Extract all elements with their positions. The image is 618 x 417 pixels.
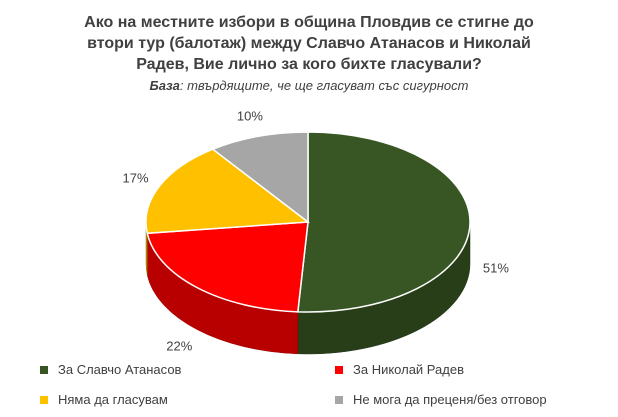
pie-top (145, 131, 471, 313)
subtitle-text: : твърдящите, че ще гласуват със сигурно… (179, 78, 469, 93)
pie-slice-atanasov (296, 131, 471, 313)
data-label-atanasov: 51% (483, 261, 509, 276)
chart-title: Ако на местните избори в община Пловдив … (0, 12, 618, 75)
pie-slice-no-vote (145, 148, 311, 235)
data-label-radev: 22% (166, 339, 192, 354)
pie-data-labels: 51% 22% 17% 10% (122, 109, 509, 354)
subtitle-label: База (149, 78, 180, 93)
chart-subtitle: База: твърдящите, че ще гласуват със сиг… (0, 78, 618, 93)
pie-side-walls (145, 221, 471, 355)
chart-title-line-2: втори тур (балотаж) между Славчо Атанасо… (87, 35, 531, 52)
data-label-no-vote: 17% (122, 171, 148, 186)
pie-slice-radev (146, 221, 309, 313)
data-label-no-answer: 10% (237, 109, 263, 124)
chart-title-line-1: Ако на местните избори в община Пловдив … (84, 14, 534, 31)
chart-title-line-3: Радев, Вие лично за кого бихте гласували… (136, 56, 482, 73)
pie-slice-no-answer (211, 131, 309, 224)
